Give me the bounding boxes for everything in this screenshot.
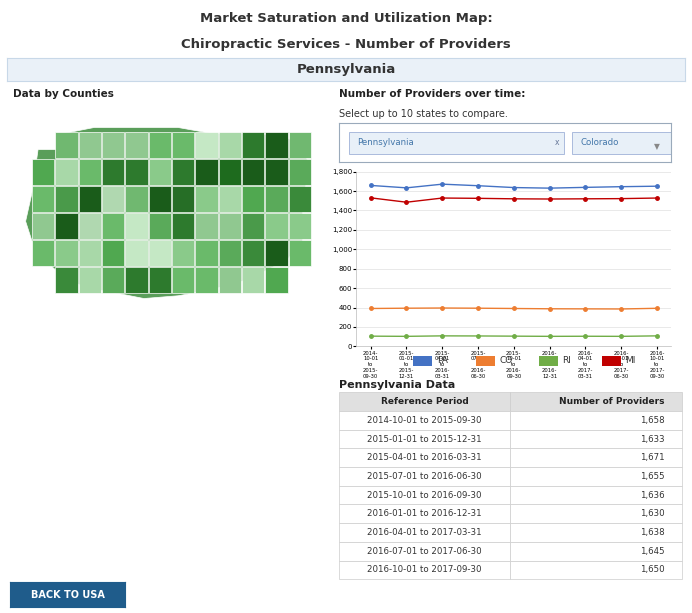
Bar [289,132,311,158]
Bar [172,267,194,293]
Bar [219,240,241,266]
Bar [32,159,54,185]
Text: x: x [555,138,559,147]
Bar [102,213,125,239]
Text: Market Saturation and Utilization Map:: Market Saturation and Utilization Map: [199,12,493,25]
Text: CO: CO [500,356,513,365]
FancyBboxPatch shape [572,132,692,154]
Text: Pennsylvania: Pennsylvania [296,63,396,76]
Bar [242,159,264,185]
Bar [149,240,171,266]
Bar [195,240,218,266]
Bar [266,213,288,239]
Text: BACK TO USA: BACK TO USA [30,590,104,600]
Text: Select up to 10 states to compare.: Select up to 10 states to compare. [339,109,508,119]
Bar [102,267,125,293]
Bar [32,213,54,239]
Bar [102,240,125,266]
Bar [289,213,311,239]
Bar [266,186,288,212]
Bar [125,213,147,239]
Bar [125,132,147,158]
Bar [149,186,171,212]
Bar [172,186,194,212]
Bar [172,159,194,185]
Bar [55,240,78,266]
Bar [539,356,558,365]
Bar [266,159,288,185]
Bar [266,267,288,293]
Bar [289,186,311,212]
Text: ▼: ▼ [654,142,659,151]
Bar [195,186,218,212]
Bar [55,186,78,212]
Bar [172,132,194,158]
Bar [32,186,54,212]
Bar [219,267,241,293]
Polygon shape [26,128,309,299]
Bar [78,159,101,185]
Bar [172,240,194,266]
Text: Colorado: Colorado [580,138,619,147]
Bar [149,213,171,239]
Bar [149,267,171,293]
Bar [195,213,218,239]
Bar [78,132,101,158]
Bar [55,213,78,239]
Bar [32,240,54,266]
Bar [125,240,147,266]
Bar [195,267,218,293]
Bar [242,132,264,158]
Bar [102,159,125,185]
Bar [602,356,621,365]
FancyBboxPatch shape [349,132,563,154]
Bar [195,159,218,185]
Text: Pennsylvania: Pennsylvania [357,138,414,147]
Bar [78,186,101,212]
Bar [78,240,101,266]
Bar [476,356,495,365]
Bar [242,213,264,239]
Bar [289,159,311,185]
Text: Pennsylvania Data: Pennsylvania Data [339,380,455,390]
Bar [125,267,147,293]
Bar [125,159,147,185]
Bar [219,213,241,239]
Bar [55,159,78,185]
Bar [55,132,78,158]
Bar [149,159,171,185]
Bar [55,267,78,293]
Bar [219,159,241,185]
Bar [266,132,288,158]
Bar [219,186,241,212]
Text: Data by Counties: Data by Counties [13,89,114,99]
Text: RI: RI [563,356,572,365]
Bar [172,213,194,239]
Bar [125,186,147,212]
Bar [242,186,264,212]
Text: Number of Providers over time:: Number of Providers over time: [339,89,525,99]
Bar [102,186,125,212]
Bar [266,240,288,266]
Text: MI: MI [626,356,636,365]
Bar [78,267,101,293]
Bar [102,132,125,158]
Bar [219,132,241,158]
Bar [195,132,218,158]
Text: PA: PA [437,356,448,365]
Text: Chiropractic Services - Number of Providers: Chiropractic Services - Number of Provid… [181,38,511,51]
Bar [289,240,311,266]
Bar [242,267,264,293]
Bar [242,240,264,266]
Bar [78,213,101,239]
Bar [413,356,432,365]
Bar [149,132,171,158]
